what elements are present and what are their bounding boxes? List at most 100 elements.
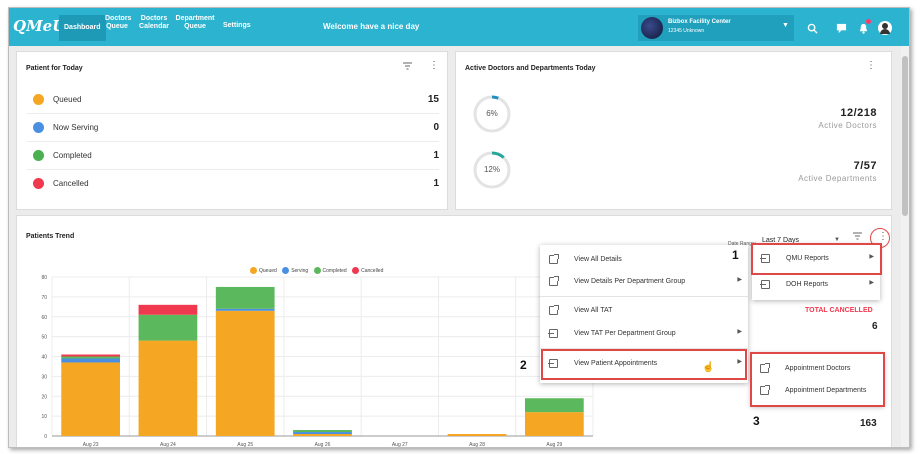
nav-doctors-queue[interactable]: Doctors Queue: [105, 15, 132, 30]
legend-swatch: [352, 267, 360, 274]
stat-label: Queued: [53, 95, 82, 104]
y-tick-label: 70: [41, 295, 47, 301]
filter-icon[interactable]: [853, 232, 862, 243]
stat-value: 1: [433, 150, 439, 161]
external-link-icon: [549, 254, 559, 264]
chat-icon[interactable]: [828, 15, 854, 41]
menu-item-label: View All TAT: [574, 307, 613, 314]
total-value: 163: [860, 418, 877, 429]
import-icon: [760, 280, 770, 289]
search-icon[interactable]: [799, 15, 825, 41]
completed-dot: [33, 150, 44, 161]
y-tick-label: 0: [44, 434, 47, 440]
chevron-right-icon: ▶: [869, 280, 874, 286]
more-vert-icon[interactable]: ⋮: [878, 231, 888, 242]
patients-today-card: Patient for Today ⋮ Queued 15 Now Servin…: [16, 51, 448, 210]
chevron-right-icon: ▶: [737, 329, 742, 335]
bar-segment-queued: [215, 310, 275, 436]
legend-swatch: [282, 267, 290, 274]
departments-count: 7/57: [853, 160, 877, 172]
card-title: Patient for Today: [26, 65, 83, 72]
date-range-value: Last 7 Days: [762, 237, 799, 244]
stat-now-serving: Now Serving 0: [27, 114, 439, 142]
menu-item-view-all-details[interactable]: View All Details: [540, 249, 748, 271]
stat-label: Completed: [53, 151, 92, 160]
stat-completed: Completed 1: [27, 142, 439, 170]
cancelled-dot: [33, 178, 44, 189]
external-link-icon: [549, 305, 559, 315]
import-icon: [760, 254, 770, 263]
legend-label: Serving: [291, 267, 309, 274]
card-title: Patients Trend: [26, 233, 75, 240]
app-window: QMeUp Dashboard Doctors Queue Doctors Ca…: [8, 7, 910, 448]
menu-item-label: View All Details: [574, 256, 622, 263]
menu-item-label: Appointment Doctors: [785, 365, 851, 372]
y-tick-label: 30: [41, 374, 47, 380]
menu-divider: [540, 348, 748, 349]
callout-1: 1: [732, 248, 739, 262]
more-vert-icon[interactable]: ⋮: [429, 60, 439, 71]
menu-item-view-details-per-department[interactable]: View Details Per Department Group ▶: [540, 271, 748, 293]
external-link-icon: [760, 363, 770, 373]
stat-value: 0: [433, 122, 439, 133]
bar-segment-queued: [447, 434, 507, 436]
menu-item-label: View TAT Per Department Group: [574, 330, 676, 337]
y-tick-label: 50: [41, 335, 47, 341]
chevron-right-icon: ▶: [737, 359, 742, 365]
account-icon[interactable]: [872, 15, 898, 41]
menu-item-view-tat-per-department[interactable]: View TAT Per Department Group ▶: [540, 323, 748, 345]
stat-value: 1: [433, 178, 439, 189]
doctors-count: 12/218: [840, 107, 877, 119]
nav-department-queue[interactable]: Department Queue: [175, 15, 215, 30]
nav-dashboard[interactable]: Dashboard: [59, 15, 106, 41]
top-nav: QMeUp Dashboard Doctors Queue Doctors Ca…: [9, 8, 909, 46]
nav-doctors-calendar[interactable]: Doctors Calendar: [139, 15, 169, 30]
import-icon: [548, 329, 558, 338]
serving-dot: [33, 122, 44, 133]
hand-cursor-icon: ☝: [702, 362, 715, 373]
chevron-down-icon: ▼: [834, 237, 840, 243]
facility-address: 12345 Unknown: [668, 28, 705, 34]
menu-item-qmu-reports[interactable]: QMU Reports ▶: [752, 248, 880, 270]
trend-chart: 0 10 20 30 40 50 60 70 80 Aug 23 Aug 24 Aug 25 Aug 2…: [41, 275, 594, 448]
facility-selector[interactable]: Bizbox Facility Center 12345 Unknown ▼: [638, 15, 794, 41]
bar-segment-completed: [293, 430, 352, 433]
highlight-qmu-reports: [751, 243, 882, 275]
import-icon: [548, 359, 558, 368]
appointments-submenu: Appointment Doctors Appointment Departme…: [751, 353, 884, 406]
menu-item-appointment-departments[interactable]: Appointment Departments: [751, 380, 884, 402]
doctors-label: Active Doctors: [818, 121, 877, 130]
bar-segment-queued: [138, 340, 198, 436]
chevron-right-icon: ▶: [869, 254, 874, 260]
reports-submenu: QMU Reports ▶ DOH Reports ▶: [752, 244, 880, 300]
external-link-icon: [549, 276, 559, 286]
legend-label: Cancelled: [361, 267, 384, 274]
external-link-icon: [760, 385, 770, 395]
x-tick-label: Aug 28: [469, 442, 485, 448]
welcome-message: Welcome have a nice day: [323, 22, 420, 31]
facility-logo: [641, 17, 663, 39]
doctors-percent: 6%: [486, 109, 498, 118]
filter-icon[interactable]: [403, 62, 412, 73]
scrollbar-thumb[interactable]: [902, 56, 908, 216]
bar-segment-serving: [293, 432, 352, 435]
trend-options-menu: View All Details View Details Per Depart…: [540, 245, 748, 383]
menu-item-view-patient-appointments[interactable]: View Patient Appointments ▶ ☝: [540, 353, 748, 375]
chart-legend: Queued Serving Completed Cancelled: [246, 267, 383, 274]
page-scrollbar[interactable]: [901, 46, 909, 447]
departments-label: Active Departments: [798, 174, 877, 183]
menu-item-appointment-doctors[interactable]: Appointment Doctors: [751, 358, 884, 380]
callout-3: 3: [753, 414, 760, 428]
more-vert-icon[interactable]: ⋮: [866, 60, 876, 71]
menu-item-view-all-tat[interactable]: View All TAT: [540, 300, 748, 322]
bar-segment-cancelled: [61, 354, 121, 357]
menu-item-doh-reports[interactable]: DOH Reports ▶: [752, 274, 880, 296]
bar-segment-queued: [524, 412, 584, 436]
x-tick-label: Aug 25: [237, 442, 253, 448]
x-tick-label: Aug 29: [546, 442, 562, 448]
menu-item-label: View Details Per Department Group: [574, 278, 686, 285]
departments-percent: 12%: [483, 165, 500, 174]
nav-settings[interactable]: Settings: [223, 22, 251, 29]
bell-icon[interactable]: [850, 15, 876, 41]
legend-label: Queued: [259, 267, 277, 274]
